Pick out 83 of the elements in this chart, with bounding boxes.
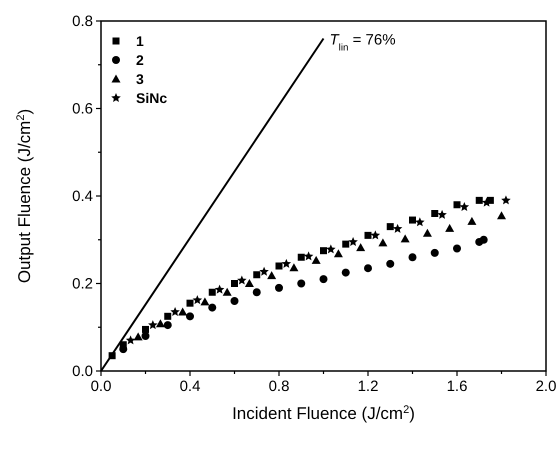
point <box>408 253 416 262</box>
point <box>430 248 439 257</box>
point <box>142 326 149 333</box>
point <box>164 312 172 320</box>
point <box>422 228 432 237</box>
point <box>497 211 506 220</box>
point <box>208 304 216 312</box>
point <box>445 224 454 232</box>
point <box>304 251 314 260</box>
point <box>356 243 366 252</box>
point <box>415 217 425 226</box>
x-tick-label: 1.2 <box>358 378 378 395</box>
point <box>342 268 350 277</box>
point <box>364 264 372 272</box>
point <box>454 201 460 208</box>
point <box>378 238 388 246</box>
point <box>298 254 305 261</box>
point <box>460 202 470 211</box>
point <box>230 297 238 305</box>
point <box>186 300 194 307</box>
point <box>392 224 402 233</box>
x-tick-label: 1.6 <box>446 378 468 395</box>
y-tick-label: 0.0 <box>72 363 93 380</box>
point <box>208 288 216 296</box>
legend-label: 1 <box>136 33 144 49</box>
point <box>170 306 180 316</box>
point <box>148 320 158 330</box>
point <box>276 262 282 270</box>
point <box>231 280 238 287</box>
point <box>437 210 447 219</box>
point <box>275 284 283 292</box>
point <box>192 295 202 304</box>
point <box>326 244 336 254</box>
x-tick-label: 0.8 <box>268 378 290 395</box>
y-tick-label: 0.2 <box>72 276 93 292</box>
x-tick-label: 0.4 <box>180 378 200 395</box>
point <box>253 271 260 278</box>
point <box>178 307 188 316</box>
x-tick-label: 2.0 <box>536 378 556 395</box>
point <box>222 288 232 296</box>
point <box>348 236 358 246</box>
point <box>297 280 306 288</box>
point <box>501 195 511 204</box>
legend-label: 3 <box>136 71 144 87</box>
point <box>312 256 321 264</box>
point <box>142 332 150 340</box>
point <box>370 230 380 240</box>
annotation: T$_{lin}$ = 76% <box>330 32 396 53</box>
point <box>186 312 194 320</box>
point <box>400 234 410 242</box>
point <box>156 319 165 328</box>
point <box>467 216 476 225</box>
y-tick-label: 0.8 <box>72 13 93 30</box>
y-tick-label: 0.6 <box>72 100 93 118</box>
point <box>267 271 276 280</box>
x-tick-label: 0.0 <box>90 378 112 395</box>
point <box>409 216 416 224</box>
point <box>320 247 327 254</box>
point <box>134 332 143 340</box>
legend-label: 2 <box>136 52 144 68</box>
point <box>334 249 343 258</box>
point <box>320 275 328 284</box>
point <box>386 223 394 230</box>
y-tick-label: 0.4 <box>72 188 93 205</box>
point <box>476 196 483 204</box>
point <box>244 279 254 287</box>
point <box>200 297 210 306</box>
point <box>252 288 261 296</box>
legend-label: SiNc <box>136 90 168 106</box>
point <box>164 321 172 330</box>
point <box>214 284 224 294</box>
point <box>342 240 350 248</box>
point <box>282 258 292 268</box>
point <box>259 266 269 276</box>
point <box>126 335 136 344</box>
point <box>431 210 438 217</box>
point <box>480 236 488 244</box>
point <box>237 275 247 284</box>
point <box>364 232 372 239</box>
point <box>453 244 461 252</box>
point <box>386 260 394 268</box>
point <box>289 263 298 272</box>
x-axis-title: Incident Fluence (J/cm$^{2}$) <box>232 404 415 423</box>
